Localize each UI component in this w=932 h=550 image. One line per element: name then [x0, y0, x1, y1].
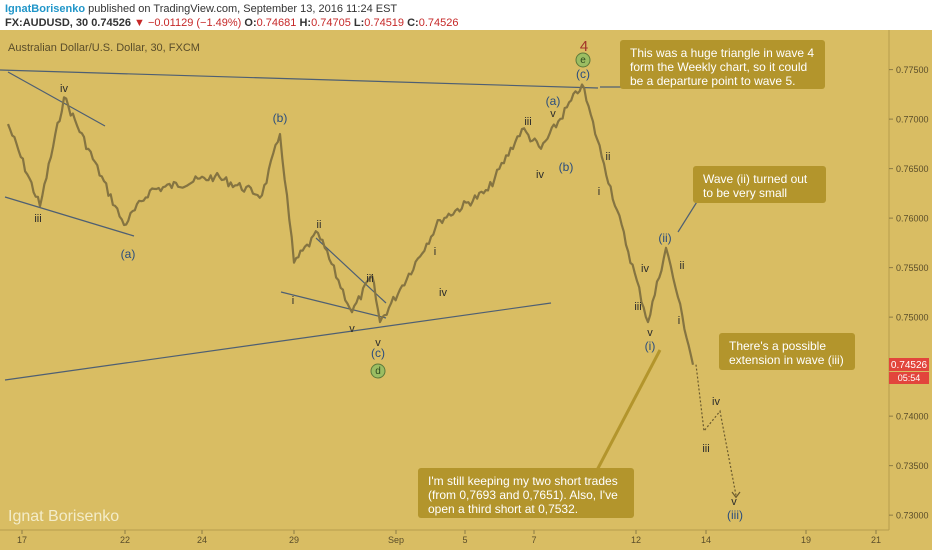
wave-label: i: [598, 186, 600, 198]
close-value: 0.74526: [418, 17, 459, 29]
wave-label: (c): [576, 67, 590, 81]
wave-label: iii: [366, 273, 373, 285]
wave-label: v: [375, 337, 381, 349]
wedge-upper-line: [7, 71, 106, 127]
publish-line: IgnatBorisenko published on TradingView.…: [5, 3, 397, 15]
wave-label: (a): [121, 247, 136, 261]
wave-label: i: [678, 315, 680, 327]
wave-label-circle: [575, 52, 591, 68]
wave-label: ii: [680, 260, 685, 272]
wave-label: v: [647, 327, 653, 339]
x-tick-label: 21: [871, 535, 881, 545]
wave-label: iv: [712, 396, 720, 408]
x-tick-label: 19: [801, 535, 811, 545]
wave-label: iv: [439, 287, 447, 299]
low-value: 0.74519: [364, 17, 405, 29]
x-tick-label: 14: [701, 535, 711, 545]
chart-header: IgnatBorisenko published on TradingView.…: [0, 0, 932, 30]
chart-title: Australian Dollar/U.S. Dollar, 30, FXCM: [8, 42, 200, 54]
triangle-upper-line: [0, 69, 599, 89]
x-tick-label: 7: [531, 535, 536, 545]
price-series: [6, 83, 695, 365]
wave-label: i: [434, 246, 436, 258]
wave-label-circle: [370, 363, 386, 379]
y-tick-label: 0.73500: [896, 461, 929, 471]
close-label: C:: [407, 17, 419, 29]
publish-info: published on TradingView.com, September …: [88, 3, 398, 15]
x-tick-label: 12: [631, 535, 641, 545]
wave-label: iv: [641, 263, 649, 275]
last-price: 0.74526: [91, 17, 131, 29]
wave-label: v: [349, 323, 355, 335]
trend-lines: [0, 69, 701, 475]
wave-label: 4: [580, 38, 588, 55]
annotation-small-wave[interactable]: Wave (ii) turned out to be very small: [693, 166, 826, 203]
wave-label: v: [731, 496, 737, 508]
projection-arrowhead: [731, 491, 741, 499]
author-link[interactable]: IgnatBorisenko: [5, 3, 86, 15]
open-label: O:: [244, 17, 257, 29]
wave-label: iii: [702, 443, 709, 455]
small-wedge-lower-line: [280, 291, 387, 319]
y-tick-label: 0.76000: [896, 214, 929, 224]
watermark: Ignat Borisenko: [8, 508, 120, 525]
wave-label: ii: [606, 151, 611, 163]
y-tick-label: 0.75000: [896, 313, 929, 323]
wave-label: iii: [524, 116, 531, 128]
annotation-extension[interactable]: There's a possible extension in wave (ii…: [719, 333, 855, 370]
projection-line: [695, 364, 737, 496]
x-tick-label: 5: [462, 535, 467, 545]
plot-area: [0, 30, 889, 530]
wave-label: (c): [371, 346, 385, 360]
triangle-lower-line: [4, 302, 552, 381]
wave-label: (ii): [658, 231, 671, 245]
projection-path: [695, 364, 741, 499]
callout-trades-pointer-line: [593, 349, 662, 475]
y-tick-label: 0.77000: [896, 115, 929, 125]
wave-label: iii: [34, 213, 41, 225]
price-change: ▼ −0.01129 (−1.49%): [134, 17, 242, 29]
wave-label: (i): [645, 339, 656, 353]
open-value: 0.74681: [256, 17, 297, 29]
y-tick-label: 0.74000: [896, 412, 929, 422]
wave-label: (a): [546, 94, 561, 108]
y-tick-label: 0.76500: [896, 164, 929, 174]
annotation-triangle[interactable]: This was a huge triangle in wave 4 form …: [620, 40, 825, 89]
x-axis: 17 22 24 29 Sep 5 7 12 14 19 21: [17, 530, 881, 545]
x-tick-label: 22: [120, 535, 130, 545]
wave-label: (iii): [727, 508, 743, 522]
wave-label: iv: [60, 83, 68, 95]
high-label: H:: [299, 17, 312, 29]
wave-labels: 4(c)e(a)viiiiv(b)iiiiiviiiv(a)(b)iiiivii…: [34, 38, 743, 522]
price-chart[interactable]: Australian Dollar/U.S. Dollar, 30, FXCM …: [0, 30, 932, 550]
wave-label: (b): [273, 111, 288, 125]
wave-label: iii: [634, 301, 641, 313]
wave-label: e: [580, 55, 586, 66]
wedge-lower-line: [4, 196, 135, 237]
wave-label: ii: [317, 219, 322, 231]
wave-label: v: [550, 108, 556, 120]
x-tick-label: 29: [289, 535, 299, 545]
y-tick-label: 0.77500: [896, 65, 929, 75]
ohlc-line: FX:AUDUSD, 30 0.74526 ▼ −0.01129 (−1.49%…: [5, 17, 458, 29]
wave-label: i: [292, 295, 294, 307]
price-tag-countdown: 05:54: [898, 373, 921, 383]
high-value: 0.74705: [311, 17, 351, 29]
wave-label: d: [375, 366, 381, 377]
price-tag-value: 0.74526: [891, 360, 928, 371]
wave-label: (b): [559, 160, 574, 174]
y-tick-label: 0.75500: [896, 263, 929, 273]
x-tick-label: 17: [17, 535, 27, 545]
symbol-label: FX:AUDUSD, 30: [5, 17, 89, 29]
x-tick-label: Sep: [388, 535, 404, 545]
price-line: [6, 83, 695, 365]
last-price-tag: 0.74526 05:54: [889, 358, 929, 384]
annotation-trades[interactable]: I'm still keeping my two short trades (f…: [418, 468, 634, 518]
y-tick-label: 0.73000: [896, 511, 929, 521]
low-label: L:: [353, 17, 365, 29]
x-tick-label: 24: [197, 535, 207, 545]
wave-label: iv: [536, 169, 544, 181]
